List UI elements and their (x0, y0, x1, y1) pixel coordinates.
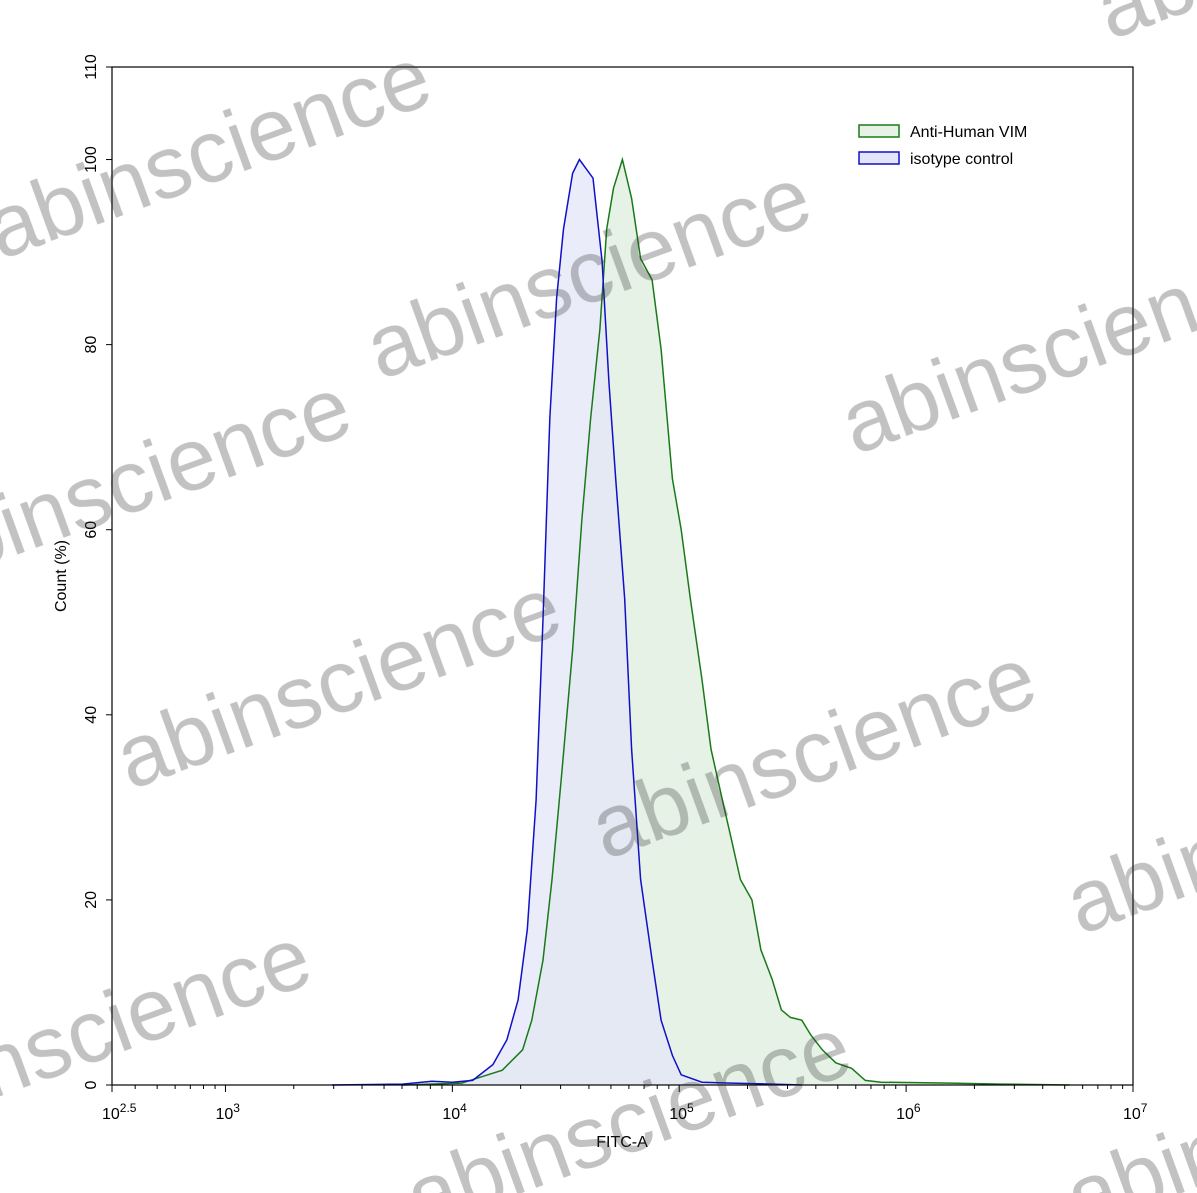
x-axis-label: FITC-A (596, 1134, 648, 1151)
watermark-text: abinscience (1053, 701, 1197, 953)
watermark-text: abinscience (0, 26, 443, 278)
y-tick-label: 0 (83, 1080, 100, 1089)
legend-swatch-vim (858, 124, 900, 138)
watermark-text: abinscience (1053, 996, 1197, 1193)
y-tick-label: 100 (83, 146, 100, 173)
y-tick-label: 20 (83, 891, 100, 909)
legend-label-vim: Anti-Human VIM (910, 124, 1027, 141)
x-tick-label: 107 (1123, 1101, 1148, 1123)
y-tick-label: 40 (83, 706, 100, 724)
y-tick-label: 110 (83, 54, 100, 80)
x-tick-label: 104 (442, 1101, 467, 1123)
series-line-0 (402, 156, 1070, 1086)
x-tick-label: 105 (669, 1101, 694, 1123)
legend-label-isotype: isotype control (910, 151, 1013, 168)
series-line-1 (331, 158, 802, 1086)
watermark-text: abinscience (0, 906, 323, 1158)
x-tick-label: 102.5 (102, 1101, 137, 1123)
watermark-text: abinscience (828, 221, 1197, 473)
watermark-text: abinscience (1083, 0, 1197, 58)
plot-frame (111, 66, 1134, 1086)
watermark-text: abinscience (103, 556, 574, 808)
y-tick-label: 60 (83, 521, 100, 539)
x-tick-label: 103 (215, 1101, 240, 1123)
y-axis-label: Count (%) (53, 540, 70, 612)
legend: Anti-Human VIM isotype control (858, 124, 1027, 168)
series-fill-1 (332, 159, 802, 1085)
x-tick-label: 106 (896, 1101, 921, 1123)
legend-swatch-isotype (858, 151, 900, 165)
y-tick-label: 80 (83, 336, 100, 354)
